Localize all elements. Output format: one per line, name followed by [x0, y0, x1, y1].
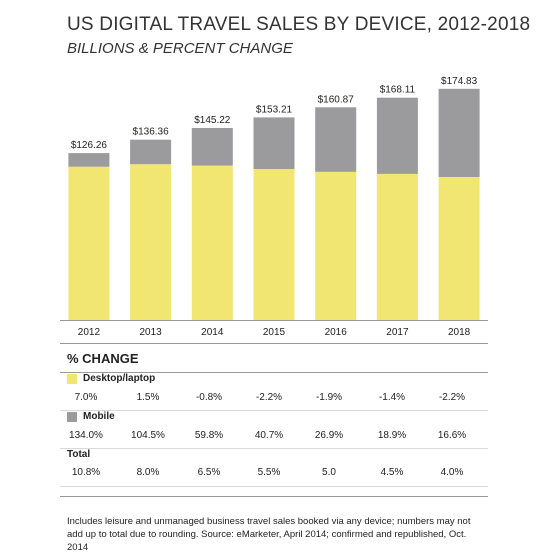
row-label-text: Mobile [83, 411, 115, 422]
table-divider [60, 448, 488, 449]
table-divider [60, 343, 488, 344]
total-label-2018: $174.83 [441, 76, 478, 87]
bar-mobile-2015 [253, 117, 295, 169]
legend-swatch-desktop [67, 373, 77, 384]
bar-mobile-2016 [315, 107, 357, 172]
footnote: Includes leisure and unmanaged business … [67, 516, 471, 553]
legend-swatch-mobile [67, 411, 77, 422]
table-cell: 5.5% [257, 467, 281, 478]
bar-mobile-2014 [191, 128, 233, 166]
table-cell: -2.2% [438, 392, 466, 403]
chart-title: US DIGITAL TRAVEL SALES BY DEVICE, 2012-… [67, 14, 531, 35]
table-cell: 26.9% [314, 430, 344, 441]
table-divider [60, 486, 488, 487]
table-cell: 134.0% [69, 430, 103, 441]
table-divider [60, 410, 488, 411]
total-label-2017: $168.11 [380, 85, 416, 96]
bar-chart: $126.26 2012 $136.36 2013 $145.22 2014 $153.21… [60, 76, 488, 338]
chart-subtitle: BILLIONS & PERCENT CHANGE [67, 40, 293, 57]
x-tick-2013: 2013 [139, 327, 162, 338]
table-cell: 18.9% [377, 430, 407, 441]
table-cell: 7.0% [74, 392, 98, 403]
table-cell: 8.0% [136, 467, 160, 478]
percent-change-heading: % CHANGE [67, 351, 139, 366]
row-label-text: Total [67, 449, 91, 460]
table-cell: 16.6% [437, 430, 467, 441]
table-row-label: Desktop/laptop [67, 373, 155, 384]
x-tick-2015: 2015 [263, 327, 286, 338]
bar-desktop-2013 [130, 164, 172, 320]
total-label-2015: $153.21 [256, 104, 293, 115]
bar-desktop-2016 [315, 171, 357, 320]
table-row: 10.8% 8.0% 6.5% 5.5% 5.0 4.5% 4.0% [0, 467, 540, 481]
table-row: 7.0% 1.5% -0.8% -2.2% -1.9% -1.4% -2.2% [0, 392, 540, 406]
bar-desktop-2017 [376, 173, 418, 320]
table-cell: 5.0 [322, 467, 336, 478]
table-row: 134.0% 104.5% 59.8% 40.7% 26.9% 18.9% 16.6% [0, 430, 540, 444]
total-label-2016: $160.87 [318, 94, 355, 105]
bar-mobile-2012 [68, 153, 110, 167]
table-cell: 10.8% [71, 467, 101, 478]
bar-mobile-2017 [376, 97, 418, 174]
table-cell: -0.8% [195, 392, 223, 403]
table-cell: 104.5% [131, 430, 165, 441]
table-cell: 6.5% [197, 467, 221, 478]
table-row-label: Total [67, 449, 90, 460]
x-tick-2012: 2012 [78, 327, 101, 338]
total-label-2012: $126.26 [71, 140, 108, 151]
table-cell: 59.8% [194, 430, 224, 441]
table-cell: 40.7% [254, 430, 284, 441]
footnote-divider [60, 496, 488, 497]
table-cell: -1.4% [378, 392, 406, 403]
total-label-2013: $136.36 [133, 127, 170, 138]
bar-desktop-2012 [68, 166, 110, 320]
total-label-2014: $145.22 [194, 115, 231, 126]
table-divider [60, 372, 488, 373]
table-row-label: Mobile [67, 411, 115, 422]
bar-desktop-2018 [438, 177, 480, 320]
table-cell: 4.5% [380, 467, 404, 478]
table-cell: 4.0% [440, 467, 464, 478]
x-tick-2016: 2016 [325, 327, 348, 338]
x-tick-2017: 2017 [386, 327, 409, 338]
bar-mobile-2013 [130, 139, 172, 165]
x-tick-2014: 2014 [201, 327, 224, 338]
bar-desktop-2014 [191, 165, 233, 320]
bar-desktop-2015 [253, 169, 295, 320]
bar-mobile-2018 [438, 88, 480, 177]
x-tick-2018: 2018 [448, 327, 471, 338]
row-label-text: Desktop/laptop [83, 373, 156, 384]
table-cell: -1.9% [315, 392, 343, 403]
table-cell: 1.5% [136, 392, 160, 403]
table-cell: -2.2% [255, 392, 283, 403]
